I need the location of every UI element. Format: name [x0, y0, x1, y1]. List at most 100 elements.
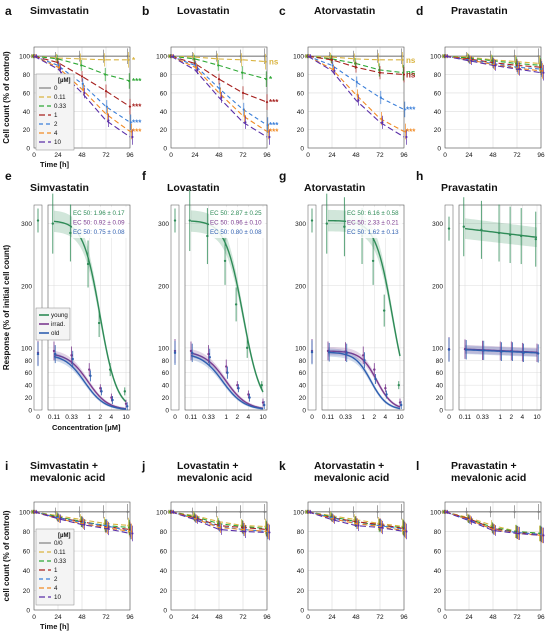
legend-label: 2	[54, 121, 58, 128]
data-point	[111, 398, 114, 402]
legend-label: 0.11	[54, 549, 66, 556]
y-tick-label: 20	[23, 588, 31, 595]
panel-l: l Pravastatin +mevalonic acid 0 20 40 60 80 100…	[416, 459, 545, 621]
data-point	[105, 105, 108, 108]
ec50-label: EC 50: 1.96 ± 0.17	[73, 210, 125, 217]
data-point	[482, 349, 485, 352]
legend-label: 0/0	[54, 540, 63, 547]
ec50-label: EC 50: 0.75 ± 0.08	[73, 229, 125, 236]
y-axis-label: Response (% of initial cell count)	[2, 244, 11, 370]
y-tick-label: 40	[299, 383, 307, 390]
data-point	[35, 55, 38, 58]
x-axis-label: Time [h]	[40, 160, 70, 169]
panel-j: j Lovastatin +mevalonic acid 0 20 40 60 80 100 0…	[141, 459, 271, 621]
series-line	[444, 511, 542, 536]
data-point	[217, 64, 220, 67]
y-tick-label: 20	[297, 127, 305, 134]
significance-label: ns	[406, 71, 416, 80]
y-axis-label: Cell count (% of control)	[2, 51, 11, 144]
panel-letter: d	[416, 4, 423, 18]
ec50-label: EC 50: 1.62 ± 0.13	[347, 229, 399, 236]
plot-frame	[170, 501, 268, 611]
x-tick-label: 24	[54, 152, 62, 159]
data-point	[110, 396, 113, 399]
x-tick-label: 0	[310, 414, 314, 421]
x-tick-label: 0	[443, 152, 447, 159]
x-tick-label: 72	[102, 152, 110, 159]
data-point	[330, 58, 334, 61]
plot-frame	[458, 204, 542, 411]
fit-curve	[53, 354, 127, 410]
series-line	[307, 511, 405, 532]
y-tick-label: 0	[163, 608, 167, 615]
x-tick-label: 96	[537, 152, 545, 159]
y-tick-label: 60	[297, 90, 305, 97]
x-tick-label: 0	[447, 414, 451, 421]
series-line	[444, 55, 542, 72]
data-point	[80, 64, 83, 67]
panel-d: d Pravastatin 0 20 40 60 80 100 0 24 48 72 96	[416, 4, 545, 159]
x-tick-label: 0.11	[185, 414, 198, 421]
data-point	[241, 71, 244, 74]
panel-letter: l	[416, 459, 419, 473]
data-point	[447, 227, 451, 230]
data-point	[123, 390, 127, 393]
ec50-box	[72, 207, 128, 238]
data-point	[225, 365, 228, 368]
significance-label: ***	[269, 127, 279, 136]
x-tick-label: 10	[533, 414, 541, 421]
data-point	[226, 371, 229, 374]
y-tick-label: 80	[160, 529, 168, 536]
y-tick-label: 60	[160, 549, 168, 556]
significance-label: ns	[406, 56, 416, 65]
x-tick-label: 4	[521, 414, 525, 421]
data-point	[208, 355, 211, 359]
y-tick-label: 60	[162, 370, 170, 377]
y-tick-label: 80	[434, 529, 442, 536]
y-tick-label: 60	[23, 90, 31, 97]
data-point	[325, 222, 328, 225]
x-tick-label: 48	[215, 152, 223, 159]
plot-frame	[444, 46, 542, 149]
data-point	[268, 135, 271, 139]
x-tick-label: 0.33	[339, 414, 352, 421]
data-point	[83, 523, 86, 526]
panel-letter: g	[279, 169, 286, 183]
panel-title: Pravastatin	[451, 5, 508, 17]
y-tick-label: 40	[160, 109, 168, 116]
y-tick-label: 100	[295, 345, 306, 352]
legend-label: 10	[54, 139, 61, 146]
data-point	[537, 352, 540, 355]
data-point	[264, 60, 267, 63]
data-point	[239, 510, 242, 513]
y-tick-label: 40	[297, 109, 305, 116]
legend-unit: [µM]	[58, 533, 70, 539]
data-point	[470, 59, 473, 62]
data-point	[465, 510, 468, 513]
data-point	[446, 55, 449, 58]
y-tick-label: 40	[434, 568, 442, 575]
x-tick-label: 48	[78, 614, 86, 621]
fit-curve	[327, 219, 401, 357]
panel-letter: e	[5, 169, 12, 183]
x-tick-label: 72	[513, 614, 521, 621]
x-tick-label: 72	[376, 614, 384, 621]
data-point	[191, 351, 194, 355]
data-point	[107, 119, 110, 122]
legend-label: old	[51, 330, 60, 337]
panel-letter: b	[142, 4, 149, 18]
significance-label: *	[132, 56, 136, 65]
legend: young irrad. old	[35, 307, 71, 341]
y-tick-label: 20	[297, 588, 305, 595]
y-tick-label: 0	[300, 146, 304, 153]
data-point	[355, 80, 358, 83]
y-tick-label: 200	[295, 283, 306, 290]
series-line	[444, 55, 542, 74]
x-tick-label: 0	[32, 614, 36, 621]
legend-unit: [µM]	[58, 78, 70, 84]
data-point	[220, 96, 223, 99]
x-tick-label: 10	[396, 414, 404, 421]
